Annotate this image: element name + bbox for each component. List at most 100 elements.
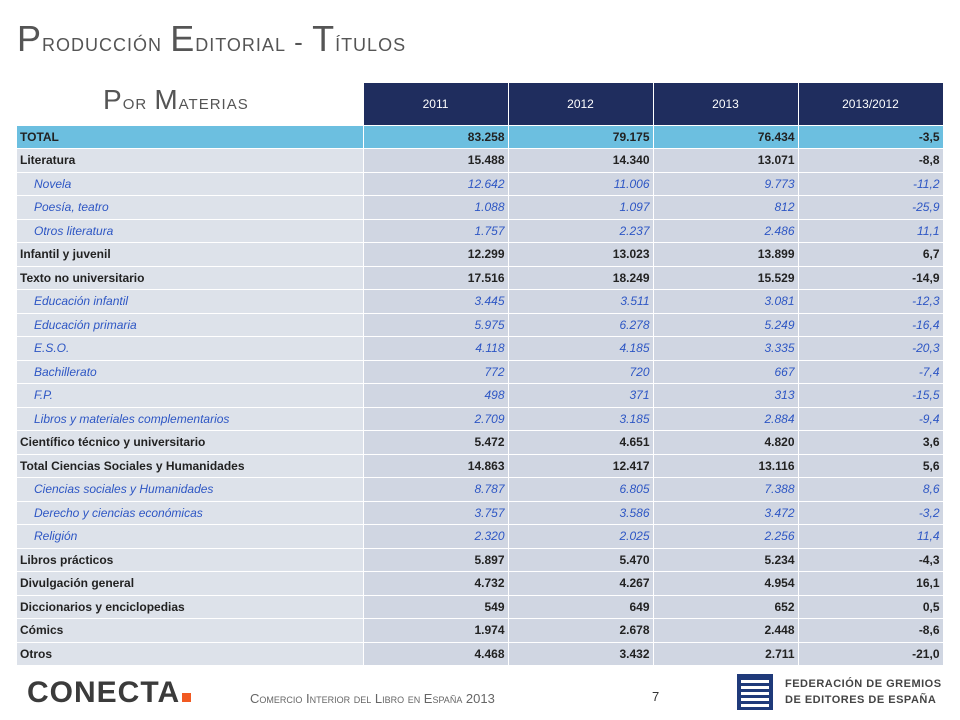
table-row: Religión 2.320 2.025 2.256 11,4 [17, 524, 944, 549]
cell-variation: -20,3 [798, 336, 944, 361]
table-row: Divulgación general 4.732 4.267 4.954 16,1 [17, 571, 944, 596]
table-body: TOTAL 83.258 79.175 76.434 -3,5 Literatura 15.… [17, 125, 944, 666]
row-label: Derecho y ciencias económicas [17, 501, 364, 525]
cell-2012: 3.185 [508, 407, 654, 431]
conecta-logo: CONECTA [27, 676, 192, 710]
row-label: Ciencias sociales y Humanidades [17, 477, 364, 502]
cell-2013: 15.529 [653, 266, 799, 290]
cell-2012: 4.267 [508, 571, 654, 596]
cell-2011: 5.472 [363, 430, 509, 455]
cell-2013: 3.472 [653, 501, 799, 525]
cell-2011: 2.320 [363, 524, 509, 549]
header-2013: 2013 [653, 83, 799, 126]
cell-2011: 4.118 [363, 336, 509, 361]
cell-variation: 8,6 [798, 477, 944, 502]
cell-2012: 2.025 [508, 524, 654, 549]
cell-2013: 5.249 [653, 313, 799, 337]
table-row: Otros literatura 1.757 2.237 2.486 11,1 [17, 219, 944, 243]
row-label: TOTAL [17, 125, 364, 149]
cell-2013: 2.486 [653, 219, 799, 243]
cell-2013: 3.335 [653, 336, 799, 361]
cell-variation: -7,4 [798, 360, 944, 384]
cell-variation: -3,5 [798, 125, 944, 149]
table-header-row: 2011 2012 2013 2013/2012 [17, 83, 944, 126]
cell-2012: 4.651 [508, 430, 654, 455]
cell-2013: 2.884 [653, 407, 799, 431]
table-row: Novela 12.642 11.006 9.773 -11,2 [17, 172, 944, 196]
row-label: E.S.O. [17, 336, 364, 361]
cell-variation: -12,3 [798, 289, 944, 314]
row-label: Literatura [17, 148, 364, 173]
table-row: Libros prácticos 5.897 5.470 5.234 -4,3 [17, 548, 944, 572]
table-row: Cómics 1.974 2.678 2.448 -8,6 [17, 618, 944, 643]
table-row: Educación primaria 5.975 6.278 5.249 -16,4 [17, 313, 944, 337]
cell-2012: 5.470 [508, 548, 654, 572]
cell-variation: 11,1 [798, 219, 944, 243]
cell-variation: -15,5 [798, 383, 944, 408]
cell-2013: 3.081 [653, 289, 799, 314]
cell-2012: 14.340 [508, 148, 654, 173]
table-row: Otros 4.468 3.432 2.711 -21,0 [17, 642, 944, 666]
table-row: Bachillerato 772 720 667 -7,4 [17, 360, 944, 384]
table-row: E.S.O. 4.118 4.185 3.335 -20,3 [17, 336, 944, 361]
page-number: 7 [652, 689, 660, 704]
table-row: Texto no universitario 17.516 18.249 15.529… [17, 266, 944, 290]
row-label: Cómics [17, 618, 364, 643]
table-row: Poesía, teatro 1.088 1.097 812 -25,9 [17, 195, 944, 220]
cell-2013: 13.071 [653, 148, 799, 173]
cell-variation: -4,3 [798, 548, 944, 572]
row-label: Otros literatura [17, 219, 364, 243]
cell-variation: -16,4 [798, 313, 944, 337]
cell-2012: 3.586 [508, 501, 654, 525]
cell-2011: 3.757 [363, 501, 509, 525]
cell-2013: 13.116 [653, 454, 799, 478]
header-blank [17, 83, 364, 126]
cell-2011: 1.757 [363, 219, 509, 243]
row-label: Libros y materiales complementarios [17, 407, 364, 431]
cell-variation: 6,7 [798, 242, 944, 267]
cell-2011: 549 [363, 595, 509, 619]
cell-2012: 6.805 [508, 477, 654, 502]
table-row: Total Ciencias Sociales y Humanidades 14.… [17, 454, 944, 478]
cell-2011: 1.088 [363, 195, 509, 220]
cell-2013: 76.434 [653, 125, 799, 149]
cell-2011: 8.787 [363, 477, 509, 502]
cell-2011: 12.299 [363, 242, 509, 267]
table-row: Diccionarios y enciclopedias 549 649 652 0,5 [17, 595, 944, 619]
table-row: Científico técnico y universitario 5.472 4… [17, 430, 944, 455]
cell-2013: 652 [653, 595, 799, 619]
cell-2013: 2.711 [653, 642, 799, 666]
header-2012: 2012 [508, 83, 654, 126]
row-label: Novela [17, 172, 364, 196]
cell-2011: 12.642 [363, 172, 509, 196]
row-label: Científico técnico y universitario [17, 430, 364, 455]
cell-2011: 17.516 [363, 266, 509, 290]
cell-2011: 1.974 [363, 618, 509, 643]
cell-2011: 2.709 [363, 407, 509, 431]
row-label: Diccionarios y enciclopedias [17, 595, 364, 619]
page-title: Producción Editorial - Títulos [17, 18, 407, 59]
cell-2011: 83.258 [363, 125, 509, 149]
cell-2012: 13.023 [508, 242, 654, 267]
cell-2011: 15.488 [363, 148, 509, 173]
footer-text: Comercio Interior del Libro en España 20… [250, 691, 495, 706]
cell-2013: 2.448 [653, 618, 799, 643]
row-label: Texto no universitario [17, 266, 364, 290]
federation-emblem-icon [737, 674, 773, 710]
table-row: Ciencias sociales y Humanidades 8.787 6.80… [17, 477, 944, 502]
table-row: Educación infantil 3.445 3.511 3.081 -12,3 [17, 289, 944, 314]
cell-2012: 12.417 [508, 454, 654, 478]
header-variation: 2013/2012 [798, 83, 944, 126]
cell-2012: 4.185 [508, 336, 654, 361]
header-2011: 2011 [363, 83, 509, 126]
cell-2013: 9.773 [653, 172, 799, 196]
cell-2012: 3.432 [508, 642, 654, 666]
cell-2011: 3.445 [363, 289, 509, 314]
cell-2011: 4.732 [363, 571, 509, 596]
cell-2011: 4.468 [363, 642, 509, 666]
cell-2012: 371 [508, 383, 654, 408]
cell-variation: -11,2 [798, 172, 944, 196]
cell-variation: -3,2 [798, 501, 944, 525]
cell-variation: 16,1 [798, 571, 944, 596]
cell-2013: 4.954 [653, 571, 799, 596]
